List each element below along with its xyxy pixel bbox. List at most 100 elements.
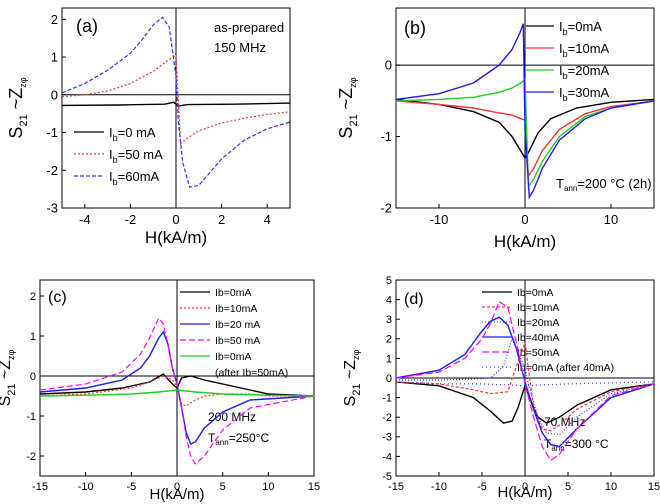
y-tick-label: 2 xyxy=(51,12,58,27)
svg-text:Ib=0mA (after 40mA): Ib=0mA (after 40mA) xyxy=(517,362,614,374)
panel-d-legend: Ib=0mA Ib=10mA Ib=20mA Ib=40mA Ib=50mA I… xyxy=(482,287,614,374)
svg-text:Ib=0mA: Ib=0mA xyxy=(517,287,553,299)
legend-item: Ib=10mA xyxy=(526,41,610,59)
y-tick-label: 1 xyxy=(51,50,58,65)
y-tick-label: -2 xyxy=(26,451,36,463)
svg-text:Ib=0mA: Ib=0mA xyxy=(215,287,251,299)
svg-text:Ib=50 mA: Ib=50 mA xyxy=(215,335,260,347)
svg-text:Ib=50 mA: Ib=50 mA xyxy=(109,147,163,165)
x-tick-label: -10 xyxy=(431,481,447,493)
legend-item: Ib=0mA xyxy=(180,351,251,363)
panel-c: (c) 200 MHz Tann=250°C H(kA/m) S21 ~Zzφ … xyxy=(0,279,320,503)
panel-a: (a) as-prepared 150 MHz H(kA/m) S21 ~Zzφ… xyxy=(6,7,291,247)
panel-b-annotation-1: Tann=200 °C (2h) xyxy=(556,176,652,193)
y-tick-label: 1 xyxy=(386,353,392,365)
x-tick-label: 4 xyxy=(264,212,271,227)
x-tick-label: 5 xyxy=(220,481,226,493)
y-tick-label: -4 xyxy=(382,451,392,463)
x-tick-label: 10 xyxy=(262,481,274,493)
svg-text:Ib=30mA: Ib=30mA xyxy=(559,85,610,103)
x-tick-label: -5 xyxy=(477,481,487,493)
y-tick-label: 0 xyxy=(386,373,392,385)
y-tick-label: 1 xyxy=(30,331,36,343)
panel-d-xlabel: H(kA/m) xyxy=(498,484,553,501)
x-tick-label: 15 xyxy=(648,481,660,493)
panel-a-annotation-2: 150 MHz xyxy=(214,40,266,55)
series-line-1 xyxy=(61,101,291,107)
panel-a-xlabel: H(kA/m) xyxy=(145,228,207,247)
series-line-4 xyxy=(395,23,655,200)
legend-item: Ib=60mA xyxy=(74,169,160,187)
panel-c-xlabel: H(kA/m) xyxy=(150,486,205,503)
series-line-1 xyxy=(39,373,315,397)
y-tick-label: -1 xyxy=(26,411,36,423)
panel-b-ylabel: S21 ~Zzφ xyxy=(336,77,360,138)
panel-c-label: (c) xyxy=(48,289,67,306)
y-tick-label: -1 xyxy=(380,129,392,144)
y-tick-label: 4 xyxy=(386,294,392,306)
svg-text:Ib=20mA: Ib=20mA xyxy=(517,317,559,329)
x-tick-label: -15 xyxy=(32,481,48,493)
legend-item: Ib=20mA xyxy=(526,63,610,81)
panel-a-ylabel: S21 ~Zzφ xyxy=(6,77,30,138)
legend-item: Ib=0mA xyxy=(526,19,602,37)
panel-b-xlabel: H(kA/m) xyxy=(494,232,556,251)
panel-d-annotation-1: 70 MHz xyxy=(544,415,585,429)
panel-a-annotation-1: as-prepared xyxy=(214,20,284,35)
svg-text:Ib=10mA: Ib=10mA xyxy=(215,303,257,315)
y-tick-label: -3 xyxy=(382,432,392,444)
legend-item: Ib=50 mA xyxy=(180,335,260,347)
legend-item: Ib=0 mA xyxy=(74,125,156,143)
y-tick-label: 0 xyxy=(30,371,36,383)
x-tick-label: 0 xyxy=(522,481,528,493)
svg-text:Ib=10mA: Ib=10mA xyxy=(517,302,559,314)
svg-text:Ib=50mA: Ib=50mA xyxy=(517,347,559,359)
panel-c-ylabel: S21 ~Zzφ xyxy=(0,349,18,406)
x-tick-label: 10 xyxy=(605,481,617,493)
x-tick-label: 15 xyxy=(308,481,320,493)
y-tick-label: -3 xyxy=(46,201,58,216)
svg-text:Ib=60mA: Ib=60mA xyxy=(109,169,160,187)
series-line-3 xyxy=(61,16,291,188)
panel-d-annotation-2: Tann=300 °C xyxy=(544,437,609,453)
x-tick-label: 0 xyxy=(172,212,179,227)
legend-item: Ib=20mA xyxy=(482,317,559,329)
x-tick-label: -2 xyxy=(125,212,137,227)
y-tick-label: 0 xyxy=(51,87,58,102)
y-tick-label: -2 xyxy=(382,412,392,424)
y-tick-label: -1 xyxy=(46,125,58,140)
y-tick-label: 5 xyxy=(386,275,392,287)
x-tick-label: -15 xyxy=(388,481,404,493)
x-tick-label: 5 xyxy=(565,481,571,493)
panel-a-label: (a) xyxy=(76,16,98,36)
x-tick-label: -4 xyxy=(79,212,91,227)
legend-item: Ib=10mA xyxy=(482,302,559,314)
series-line-5 xyxy=(39,389,315,397)
y-tick-label: -5 xyxy=(382,471,392,483)
legend-item: Ib=0mA (after 40mA) xyxy=(482,362,614,374)
svg-text:Ib=20 mA: Ib=20 mA xyxy=(215,319,260,331)
legend-item: Ib=20 mA xyxy=(180,319,260,331)
panel-c-annotation-2: Tann=250°C xyxy=(208,431,270,447)
y-tick-label: 2 xyxy=(386,334,392,346)
series-line-5 xyxy=(395,300,655,462)
svg-text:Ib=0 mA: Ib=0 mA xyxy=(109,125,156,143)
legend-item: Ib=30mA xyxy=(526,85,610,103)
series-line-3 xyxy=(396,337,655,436)
x-tick-label: 10 xyxy=(604,212,618,227)
svg-text:Ib=40mA: Ib=40mA xyxy=(517,332,559,344)
x-tick-label: -10 xyxy=(78,481,94,493)
legend-item: Ib=0mA xyxy=(482,287,553,299)
y-tick-label: -1 xyxy=(382,392,392,404)
legend-item-note: (after Ib=50mA) xyxy=(215,367,288,379)
y-tick-label: 0 xyxy=(385,58,392,73)
x-tick-label: 2 xyxy=(218,212,225,227)
svg-text:Ib=0mA: Ib=0mA xyxy=(559,19,602,37)
y-tick-label: -2 xyxy=(380,201,392,216)
legend-item: Ib=10mA xyxy=(180,303,257,315)
panel-b-label: (b) xyxy=(404,18,426,38)
panel-c-annotation-1: 200 MHz xyxy=(208,410,256,424)
svg-text:Ib=0mA: Ib=0mA xyxy=(215,351,251,363)
legend-item: Ib=50mA xyxy=(482,347,559,359)
